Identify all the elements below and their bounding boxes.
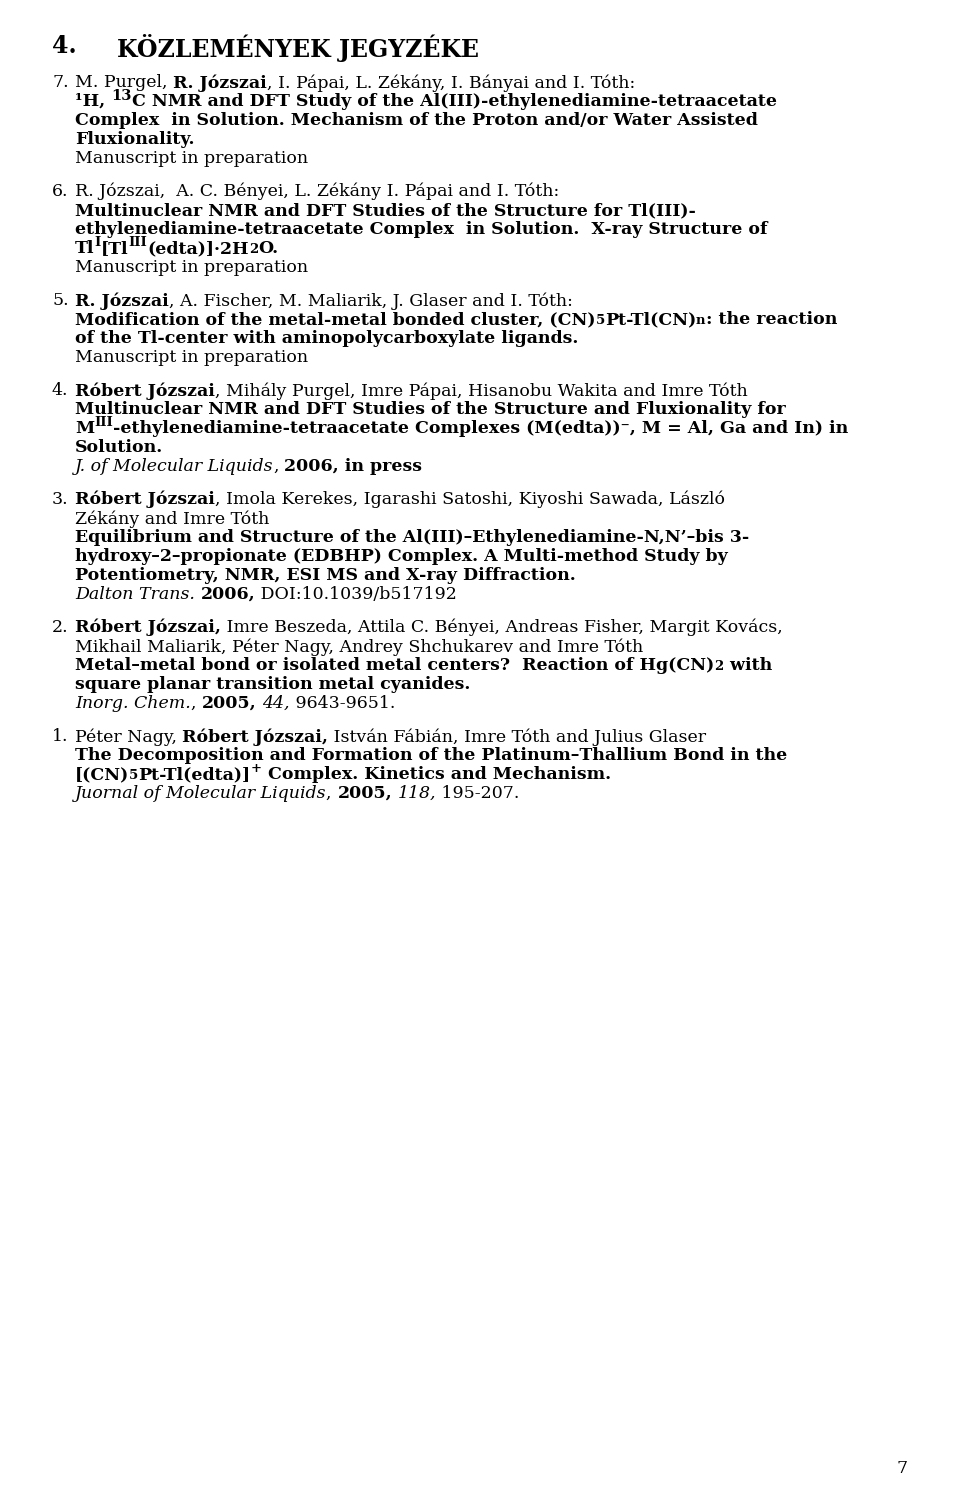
- Text: ,: ,: [191, 696, 202, 712]
- Text: Potentiometry, NMR, ESI MS and X-ray Diffraction.: Potentiometry, NMR, ESI MS and X-ray Dif…: [75, 567, 576, 584]
- Text: III: III: [129, 236, 147, 249]
- Text: ¹H,: ¹H,: [75, 94, 111, 110]
- Text: Mikhail Maliarik, Péter Nagy, Andrey Shchukarev and Imre Tóth: Mikhail Maliarik, Péter Nagy, Andrey Shc…: [75, 638, 643, 656]
- Text: Zékány and Imre Tóth: Zékány and Imre Tóth: [75, 510, 270, 528]
- Text: hydroxy–2–propionate (EDBHP) Complex. A Multi-method Study by: hydroxy–2–propionate (EDBHP) Complex. A …: [75, 547, 728, 565]
- Text: Complex  in Solution. Mechanism of the Proton and/or Water Assisted: Complex in Solution. Mechanism of the Pr…: [75, 112, 757, 129]
- Text: Fluxionality.: Fluxionality.: [75, 132, 195, 148]
- Text: R. Józszai,  A. C. Bényei, L. Zékány I. Pápai and I. Tóth:: R. Józszai, A. C. Bényei, L. Zékány I. P…: [75, 183, 560, 201]
- Text: Modification of the metal-metal bonded cluster, (CN): Modification of the metal-metal bonded c…: [75, 311, 595, 328]
- Text: with: with: [724, 658, 772, 674]
- Text: 5: 5: [595, 314, 605, 327]
- Text: 195-207.: 195-207.: [436, 785, 519, 801]
- Text: 13: 13: [111, 89, 132, 103]
- Text: Tl: Tl: [75, 240, 94, 257]
- Text: 4.: 4.: [52, 383, 68, 399]
- Text: 5.: 5.: [52, 292, 68, 308]
- Text: Róbert Józszai: Róbert Józszai: [75, 491, 215, 508]
- Text: 4.: 4.: [52, 33, 77, 57]
- Text: Imre Beszeda, Attila C. Bényei, Andreas Fisher, Margit Kovács,: Imre Beszeda, Attila C. Bényei, Andreas …: [221, 618, 782, 637]
- Text: Péter Nagy,: Péter Nagy,: [75, 727, 182, 745]
- Text: 2005,: 2005,: [202, 696, 256, 712]
- Text: 5: 5: [130, 770, 138, 782]
- Text: C NMR and DFT Study of the Al(III)-ethylenediamine-tetraacetate: C NMR and DFT Study of the Al(III)-ethyl…: [132, 94, 777, 110]
- Text: M. Purgel,: M. Purgel,: [75, 74, 173, 91]
- Text: square planar transition metal cyanides.: square planar transition metal cyanides.: [75, 676, 470, 692]
- Text: +: +: [251, 762, 262, 776]
- Text: [Tl: [Tl: [101, 240, 129, 257]
- Text: : the reaction: : the reaction: [706, 311, 837, 328]
- Text: , Imola Kerekes, Igarashi Satoshi, Kiyoshi Sawada, László: , Imola Kerekes, Igarashi Satoshi, Kiyos…: [215, 491, 725, 508]
- Text: [(CN): [(CN): [75, 767, 130, 783]
- Text: n: n: [696, 314, 706, 327]
- Text: The Decomposition and Formation of the Platinum–Thallium Bond in the: The Decomposition and Formation of the P…: [75, 747, 787, 764]
- Text: Equilibrium and Structure of the Al(III)–Ethylenediamine-N,N’–bis 3-: Equilibrium and Structure of the Al(III)…: [75, 529, 749, 546]
- Text: 9643-9651.: 9643-9651.: [290, 696, 395, 712]
- Text: III: III: [94, 416, 113, 429]
- Text: 3.: 3.: [52, 491, 68, 508]
- Text: Solution.: Solution.: [75, 438, 163, 457]
- Text: Pt-Tl(CN): Pt-Tl(CN): [605, 311, 696, 328]
- Text: 6.: 6.: [52, 183, 68, 200]
- Text: R. Józszai: R. Józszai: [75, 292, 169, 310]
- Text: 2: 2: [714, 661, 724, 673]
- Text: 44,: 44,: [262, 696, 290, 712]
- Text: 7: 7: [897, 1461, 908, 1477]
- Text: ,: ,: [326, 785, 338, 801]
- Text: I: I: [94, 236, 101, 249]
- Text: Complex. Kinetics and Mechanism.: Complex. Kinetics and Mechanism.: [262, 767, 611, 783]
- Text: Juornal of Molecular Liquids: Juornal of Molecular Liquids: [75, 785, 326, 801]
- Text: ethylenediamine-tetraacetate Complex  in Solution.  X-ray Structure of: ethylenediamine-tetraacetate Complex in …: [75, 221, 767, 237]
- Text: 2.: 2.: [52, 618, 68, 637]
- Text: Róbert Józszai,: Róbert Józszai,: [75, 618, 221, 637]
- Text: J. of Molecular Liquids: J. of Molecular Liquids: [75, 458, 274, 475]
- Text: Róbert Józszai,: Róbert Józszai,: [182, 727, 328, 745]
- Text: , I. Pápai, L. Zékány, I. Bányai and I. Tóth:: , I. Pápai, L. Zékány, I. Bányai and I. …: [267, 74, 635, 92]
- Text: -ethylenediamine-tetraacetate Complexes (M(edta))⁻, M = Al, Ga and In) in: -ethylenediamine-tetraacetate Complexes …: [113, 420, 849, 437]
- Text: István Fábián, Imre Tóth and Julius Glaser: István Fábián, Imre Tóth and Julius Glas…: [328, 727, 707, 745]
- Text: Manuscript in preparation: Manuscript in preparation: [75, 150, 308, 166]
- Text: 2006,: 2006,: [201, 587, 255, 603]
- Text: KÖZLEMÉNYEK JEGYZÉKE: KÖZLEMÉNYEK JEGYZÉKE: [117, 33, 479, 62]
- Text: , A. Fischer, M. Maliarik, J. Glaser and I. Tóth:: , A. Fischer, M. Maliarik, J. Glaser and…: [169, 292, 572, 310]
- Text: , Mihály Purgel, Imre Pápai, Hisanobu Wakita and Imre Tóth: , Mihály Purgel, Imre Pápai, Hisanobu Wa…: [215, 383, 748, 399]
- Text: DOI:10.1039/b517192: DOI:10.1039/b517192: [255, 587, 457, 603]
- Text: Multinuclear NMR and DFT Studies of the Structure for Tl(III)-: Multinuclear NMR and DFT Studies of the …: [75, 203, 696, 219]
- Text: ,: ,: [274, 458, 284, 475]
- Text: of the Tl-center with aminopolycarboxylate ligands.: of the Tl-center with aminopolycarboxyla…: [75, 330, 578, 346]
- Text: Inorg. Chem.: Inorg. Chem.: [75, 696, 191, 712]
- Text: Róbert Józszai: Róbert Józszai: [75, 383, 215, 399]
- Text: M: M: [75, 420, 94, 437]
- Text: (edta)]·2H: (edta)]·2H: [147, 240, 249, 257]
- Text: O.: O.: [258, 240, 278, 257]
- Text: Manuscript in preparation: Manuscript in preparation: [75, 259, 308, 277]
- Text: Pt-Tl(edta)]: Pt-Tl(edta)]: [138, 767, 251, 783]
- Text: 2005,: 2005,: [338, 785, 393, 801]
- Text: 2: 2: [249, 243, 258, 256]
- Text: 1.: 1.: [52, 727, 68, 745]
- Text: 118,: 118,: [397, 785, 436, 801]
- Text: Metal–metal bond or isolated metal centers?  Reaction of Hg(CN): Metal–metal bond or isolated metal cente…: [75, 658, 714, 674]
- Text: Manuscript in preparation: Manuscript in preparation: [75, 349, 308, 366]
- Text: Multinuclear NMR and DFT Studies of the Structure and Fluxionality for: Multinuclear NMR and DFT Studies of the …: [75, 401, 785, 417]
- Text: 7.: 7.: [52, 74, 68, 91]
- Text: Dalton Trans.: Dalton Trans.: [75, 587, 195, 603]
- Text: R. Józszai: R. Józszai: [173, 74, 267, 92]
- Text: 2006, in press: 2006, in press: [284, 458, 422, 475]
